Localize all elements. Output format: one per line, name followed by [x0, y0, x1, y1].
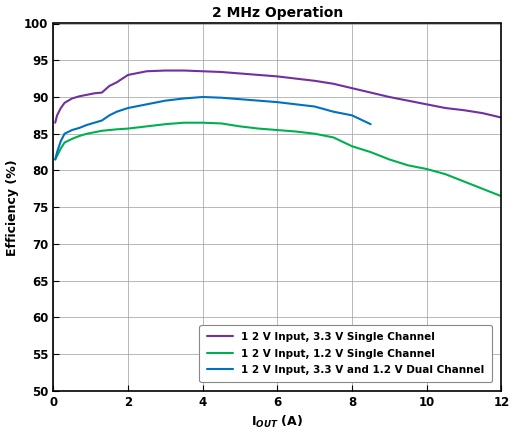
1 2 V Input, 3.3 V and 1.2 V Dual Channel [255, 98, 262, 103]
1 2 V Input, 1.2 V Single Channel [106, 127, 112, 133]
1 2 V Input, 3.3 V Single Channel [61, 100, 67, 106]
1 2 V Input, 3.3 V Single Channel [405, 98, 411, 103]
1 2 V Input, 3.3 V Single Channel [237, 71, 243, 76]
1 2 V Input, 3.3 V Single Channel [125, 72, 131, 78]
Y-axis label: Efficiency (%): Efficiency (%) [6, 159, 19, 255]
1 2 V Input, 3.3 V Single Channel [498, 115, 504, 120]
1 2 V Input, 3.3 V Single Channel [144, 68, 150, 74]
1 2 V Input, 1.2 V Single Channel [200, 120, 206, 125]
1 2 V Input, 1.2 V Single Channel [58, 146, 64, 151]
1 2 V Input, 1.2 V Single Channel [181, 120, 187, 125]
1 2 V Input, 1.2 V Single Channel [144, 124, 150, 129]
1 2 V Input, 3.3 V Single Channel [52, 120, 58, 125]
1 2 V Input, 3.3 V and 1.2 V Dual Channel [106, 113, 112, 118]
1 2 V Input, 3.3 V and 1.2 V Dual Channel [181, 96, 187, 101]
1 2 V Input, 1.2 V Single Channel [274, 127, 281, 133]
1 2 V Input, 3.3 V and 1.2 V Dual Channel [237, 97, 243, 102]
1 2 V Input, 1.2 V Single Channel [386, 157, 392, 162]
1 2 V Input, 3.3 V Single Channel [76, 94, 82, 99]
1 2 V Input, 3.3 V and 1.2 V Dual Channel [58, 139, 64, 144]
1 2 V Input, 3.3 V and 1.2 V Dual Channel [293, 102, 299, 107]
1 2 V Input, 1.2 V Single Channel [54, 153, 60, 158]
1 2 V Input, 1.2 V Single Channel [405, 163, 411, 168]
1 2 V Input, 3.3 V and 1.2 V Dual Channel [218, 95, 225, 100]
1 2 V Input, 1.2 V Single Channel [114, 127, 120, 132]
Title: 2 MHz Operation: 2 MHz Operation [212, 6, 343, 20]
Line: 1 2 V Input, 3.3 V Single Channel: 1 2 V Input, 3.3 V Single Channel [55, 71, 501, 123]
1 2 V Input, 1.2 V Single Channel [69, 136, 75, 142]
Line: 1 2 V Input, 3.3 V and 1.2 V Dual Channel: 1 2 V Input, 3.3 V and 1.2 V Dual Channe… [55, 97, 371, 160]
1 2 V Input, 3.3 V and 1.2 V Dual Channel [54, 150, 60, 155]
1 2 V Input, 3.3 V Single Channel [386, 94, 392, 99]
1 2 V Input, 3.3 V and 1.2 V Dual Channel [200, 94, 206, 99]
Line: 1 2 V Input, 1.2 V Single Channel: 1 2 V Input, 1.2 V Single Channel [55, 123, 501, 196]
1 2 V Input, 1.2 V Single Channel [349, 143, 355, 149]
1 2 V Input, 3.3 V Single Channel [69, 96, 75, 101]
1 2 V Input, 1.2 V Single Channel [479, 186, 486, 191]
1 2 V Input, 3.3 V and 1.2 V Dual Channel [52, 157, 58, 162]
1 2 V Input, 3.3 V and 1.2 V Dual Channel [61, 131, 67, 136]
1 2 V Input, 3.3 V Single Channel [54, 113, 60, 118]
Legend: 1 2 V Input, 3.3 V Single Channel, 1 2 V Input, 1.2 V Single Channel, 1 2 V Inpu: 1 2 V Input, 3.3 V Single Channel, 1 2 V… [199, 325, 492, 382]
1 2 V Input, 1.2 V Single Channel [125, 126, 131, 131]
1 2 V Input, 1.2 V Single Channel [442, 171, 449, 177]
1 2 V Input, 3.3 V and 1.2 V Dual Channel [349, 113, 355, 118]
1 2 V Input, 3.3 V and 1.2 V Dual Channel [99, 118, 105, 123]
1 2 V Input, 1.2 V Single Channel [84, 131, 90, 136]
1 2 V Input, 3.3 V Single Channel [274, 74, 281, 79]
1 2 V Input, 3.3 V Single Channel [293, 76, 299, 81]
1 2 V Input, 3.3 V Single Channel [442, 106, 449, 111]
1 2 V Input, 3.3 V and 1.2 V Dual Channel [162, 98, 168, 103]
1 2 V Input, 3.3 V Single Channel [162, 68, 168, 73]
1 2 V Input, 3.3 V Single Channel [181, 68, 187, 73]
1 2 V Input, 3.3 V and 1.2 V Dual Channel [368, 122, 374, 127]
1 2 V Input, 3.3 V and 1.2 V Dual Channel [76, 125, 82, 130]
1 2 V Input, 3.3 V and 1.2 V Dual Channel [274, 99, 281, 105]
1 2 V Input, 3.3 V and 1.2 V Dual Channel [84, 122, 90, 127]
1 2 V Input, 1.2 V Single Channel [423, 167, 430, 172]
1 2 V Input, 1.2 V Single Channel [293, 129, 299, 134]
1 2 V Input, 3.3 V Single Channel [461, 108, 467, 113]
1 2 V Input, 1.2 V Single Channel [61, 140, 67, 145]
1 2 V Input, 1.2 V Single Channel [237, 124, 243, 129]
1 2 V Input, 1.2 V Single Channel [330, 135, 336, 140]
1 2 V Input, 1.2 V Single Channel [312, 131, 318, 136]
1 2 V Input, 3.3 V Single Channel [200, 68, 206, 74]
1 2 V Input, 3.3 V and 1.2 V Dual Channel [91, 120, 97, 125]
1 2 V Input, 3.3 V and 1.2 V Dual Channel [312, 104, 318, 109]
1 2 V Input, 3.3 V and 1.2 V Dual Channel [125, 106, 131, 111]
1 2 V Input, 1.2 V Single Channel [52, 157, 58, 162]
1 2 V Input, 1.2 V Single Channel [162, 122, 168, 127]
1 2 V Input, 3.3 V Single Channel [255, 72, 262, 78]
1 2 V Input, 1.2 V Single Channel [91, 129, 97, 135]
1 2 V Input, 3.3 V and 1.2 V Dual Channel [144, 102, 150, 107]
1 2 V Input, 1.2 V Single Channel [218, 121, 225, 126]
1 2 V Input, 3.3 V Single Channel [349, 85, 355, 91]
1 2 V Input, 1.2 V Single Channel [368, 150, 374, 155]
1 2 V Input, 3.3 V Single Channel [84, 92, 90, 97]
1 2 V Input, 3.3 V Single Channel [330, 81, 336, 86]
1 2 V Input, 1.2 V Single Channel [76, 133, 82, 139]
1 2 V Input, 1.2 V Single Channel [99, 128, 105, 133]
1 2 V Input, 3.3 V Single Channel [312, 78, 318, 83]
1 2 V Input, 1.2 V Single Channel [461, 179, 467, 184]
X-axis label: I$_{OUT}$ (A): I$_{OUT}$ (A) [251, 414, 303, 430]
1 2 V Input, 3.3 V Single Channel [58, 106, 64, 111]
1 2 V Input, 3.3 V Single Channel [218, 69, 225, 75]
1 2 V Input, 1.2 V Single Channel [255, 126, 262, 131]
1 2 V Input, 3.3 V Single Channel [423, 102, 430, 107]
1 2 V Input, 1.2 V Single Channel [498, 194, 504, 199]
1 2 V Input, 3.3 V and 1.2 V Dual Channel [330, 109, 336, 114]
1 2 V Input, 3.3 V Single Channel [106, 83, 112, 89]
1 2 V Input, 3.3 V Single Channel [99, 90, 105, 95]
1 2 V Input, 3.3 V and 1.2 V Dual Channel [114, 109, 120, 114]
1 2 V Input, 3.3 V Single Channel [368, 90, 374, 95]
1 2 V Input, 3.3 V Single Channel [114, 80, 120, 85]
1 2 V Input, 3.3 V and 1.2 V Dual Channel [69, 127, 75, 133]
1 2 V Input, 3.3 V Single Channel [479, 111, 486, 116]
1 2 V Input, 3.3 V Single Channel [91, 91, 97, 96]
